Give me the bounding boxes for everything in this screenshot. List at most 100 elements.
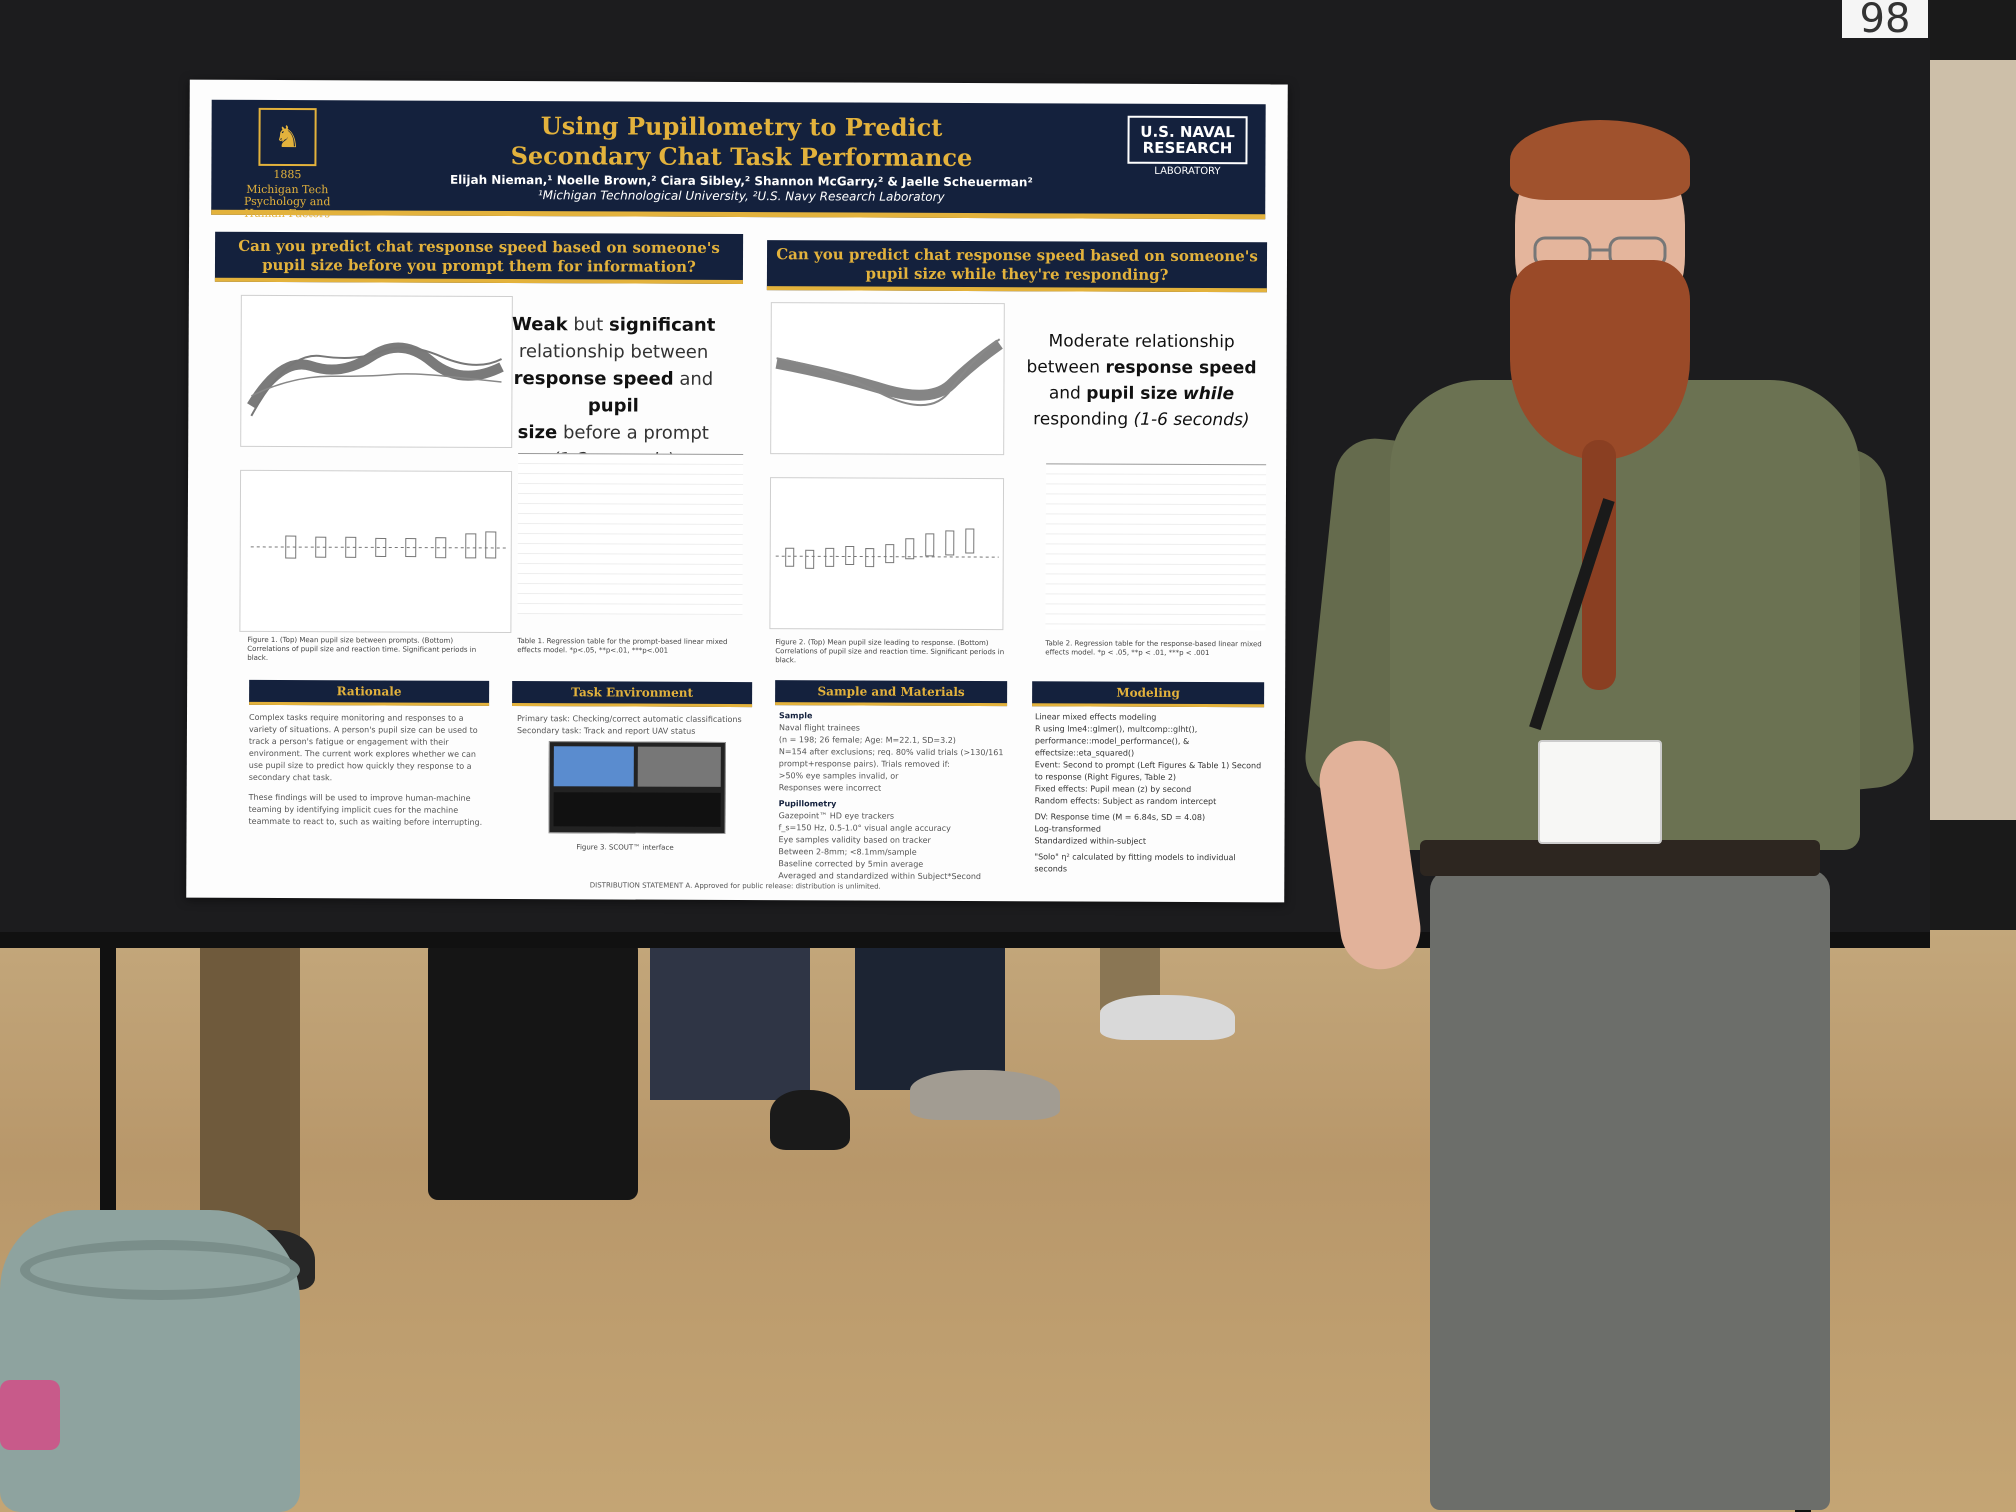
regression-table-2 xyxy=(1045,463,1267,631)
table-2-caption: Table 2. Regression table for the respon… xyxy=(1045,639,1262,658)
pupil-line-plot-left xyxy=(240,294,513,449)
modeling-8: "Solo" η² calculated by fitting models t… xyxy=(1034,852,1236,874)
question-left-band: Can you predict chat response speed base… xyxy=(214,231,744,285)
correlation-boxplot-left xyxy=(239,469,513,634)
pupil-line-plot-left-svg xyxy=(247,342,504,417)
regression-table-1 xyxy=(517,453,744,616)
callout-right-line1: Moderate relationship xyxy=(1048,331,1235,353)
scout-interface-screenshot xyxy=(548,741,726,834)
modeling-0: Linear mixed effects modeling xyxy=(1034,712,1157,722)
pupil-4: Between 2-8mm; <8.1mm/sample xyxy=(778,847,917,857)
callout-right-pupil-size: pupil size xyxy=(1086,383,1178,404)
figure-1-caption: Figure 1. (Top) Mean pupil size between … xyxy=(247,635,477,662)
rationale-p2: These findings will be used to improve h… xyxy=(248,792,483,827)
logo-org: Michigan Tech Psychology and Human Facto… xyxy=(244,182,331,221)
callout-left-before: before a prompt xyxy=(562,422,709,444)
sample-5: Responses were incorrect xyxy=(778,783,882,793)
person-legs-dark-dress xyxy=(428,940,638,1200)
modeling-6: Log-transformed xyxy=(1034,824,1101,834)
callout-right-between: between xyxy=(1026,357,1101,378)
sample-label: Sample xyxy=(779,711,813,721)
callout-left-but: but xyxy=(573,314,604,336)
modeling-2: Event: Second to prompt (Left Figures & … xyxy=(1034,760,1262,782)
shoe-gray xyxy=(910,1070,1060,1120)
task-environment-body: Primary task: Checking/correct automatic… xyxy=(517,713,757,738)
shoe-black xyxy=(770,1090,850,1150)
callout-left-weak: Weak xyxy=(512,314,568,336)
beard xyxy=(1510,260,1690,460)
nrl-line-3: LABORATORY xyxy=(1154,165,1221,178)
callout-left-line2: relationship between xyxy=(518,341,709,363)
callout-right-while: while xyxy=(1182,383,1235,405)
nrl-logo-box: U.S. NAVAL RESEARCH xyxy=(1127,115,1248,165)
pupil-6: Averaged and standardized within Subject… xyxy=(778,871,982,882)
sample-materials-body: Sample Naval flight trainees (n = 198; 2… xyxy=(778,710,1011,883)
callout-right-and: and xyxy=(1048,383,1081,404)
michigan-tech-logo: ♞ 1885 Michigan Tech Psychology and Huma… xyxy=(227,107,347,220)
modeling-body: Linear mixed effects modeling R using lm… xyxy=(1034,711,1265,876)
task-environment-header: Task Environment xyxy=(512,681,753,708)
callout-left: Weak but significant relationship betwee… xyxy=(493,311,734,474)
pink-bottle xyxy=(0,1380,60,1450)
distribution-statement: DISTRIBUTION STATEMENT A. Approved for p… xyxy=(589,881,881,891)
boxplot-right-svg xyxy=(775,528,999,569)
pupillometry-label: Pupillometry xyxy=(778,799,837,809)
scout-panel xyxy=(637,746,721,787)
pupil-5: Baseline corrected by 5min average xyxy=(778,859,924,869)
sample-4: >50% eye samples invalid, or xyxy=(778,771,899,781)
poster-authors: Elijah Nieman,¹ Noelle Brown,² Ciara Sib… xyxy=(371,172,1111,205)
title-line-1: Using Pupillometry to Predict xyxy=(540,111,943,142)
scout-map xyxy=(553,746,634,787)
task-bullet-2: Secondary task: Track and report UAV sta… xyxy=(516,726,696,736)
callout-right-responding: responding xyxy=(1033,409,1129,430)
board-leg-left xyxy=(100,948,116,1248)
sample-materials-header: Sample and Materials xyxy=(775,680,1008,707)
rationale-p1: Complex tasks require monitoring and res… xyxy=(248,712,478,783)
backpack-strap xyxy=(20,1240,300,1300)
callout-left-and: and xyxy=(679,368,714,390)
logo-year: 1885 xyxy=(273,167,302,182)
name-badge xyxy=(1538,740,1662,844)
poster-header: ♞ 1885 Michigan Tech Psychology and Huma… xyxy=(211,99,1266,220)
pupil-1: Gazepoint™ HD eye trackers xyxy=(778,811,895,821)
research-poster: ♞ 1885 Michigan Tech Psychology and Huma… xyxy=(186,79,1288,903)
table-1-caption: Table 1. Regression table for the prompt… xyxy=(517,637,728,655)
correlation-boxplot-right xyxy=(769,477,1005,631)
sample-1: Naval flight trainees xyxy=(778,723,861,733)
rationale-body: Complex tasks require monitoring and res… xyxy=(249,712,490,829)
person-legs-navy xyxy=(855,940,1005,1090)
modeling-4: Random effects: Subject as random interc… xyxy=(1034,796,1217,807)
gray-pants xyxy=(1430,870,1830,1510)
callout-left-significant: significant xyxy=(608,314,716,336)
presenter xyxy=(1301,120,1940,1512)
person-legs-jeans xyxy=(650,940,810,1100)
modeling-7: Standardized within-subject xyxy=(1034,836,1147,846)
modeling-1: R using lme4::glmer(), multcomp::glht(),… xyxy=(1034,724,1198,758)
booth-number-tag: 98 xyxy=(1842,0,1928,38)
pupil-line-plot-right-svg xyxy=(775,338,1003,407)
modeling-3: Fixed effects: Pupil mean (z) by second xyxy=(1034,784,1192,794)
task-bullet-1: Primary task: Checking/correct automatic… xyxy=(516,714,742,725)
scout-thumbs xyxy=(553,792,721,827)
sample-2: (n = 198; 26 female; Age: M=22.1, SD=3.2… xyxy=(778,735,956,745)
figure-2-caption: Figure 2. (Top) Mean pupil size leading … xyxy=(775,638,1005,665)
boxplot-left-svg xyxy=(250,531,506,559)
question-right-band: Can you predict chat response speed base… xyxy=(766,240,1268,293)
callout-left-size: size xyxy=(517,422,558,444)
nrl-line-1: U.S. NAVAL xyxy=(1140,122,1235,142)
callout-right-response-speed: response speed xyxy=(1105,357,1257,379)
pupil-2: f_s=150 Hz, 0.5-1.0° visual angle accura… xyxy=(778,823,951,833)
nrl-logo: U.S. NAVAL RESEARCH LABORATORY xyxy=(1127,115,1248,201)
pupil-3: Eye samples validity based on tracker xyxy=(778,835,931,845)
figure-3-caption: Figure 3. SCOUT™ interface xyxy=(576,843,674,852)
sneaker-white xyxy=(1100,995,1235,1040)
callout-right: Moderate relationship between response s… xyxy=(1016,328,1266,433)
sample-3: N=154 after exclusions; req. 80% valid t… xyxy=(778,747,1004,769)
title-line-2: Secondary Chat Task Performance xyxy=(510,141,973,173)
modeling-header: Modeling xyxy=(1032,681,1265,708)
husky-logo-icon: ♞ xyxy=(258,107,317,167)
belt xyxy=(1420,840,1820,876)
modeling-5: DV: Response time (M = 6.84s, SD = 4.08) xyxy=(1034,812,1206,823)
nrl-line-2: RESEARCH xyxy=(1142,138,1233,158)
